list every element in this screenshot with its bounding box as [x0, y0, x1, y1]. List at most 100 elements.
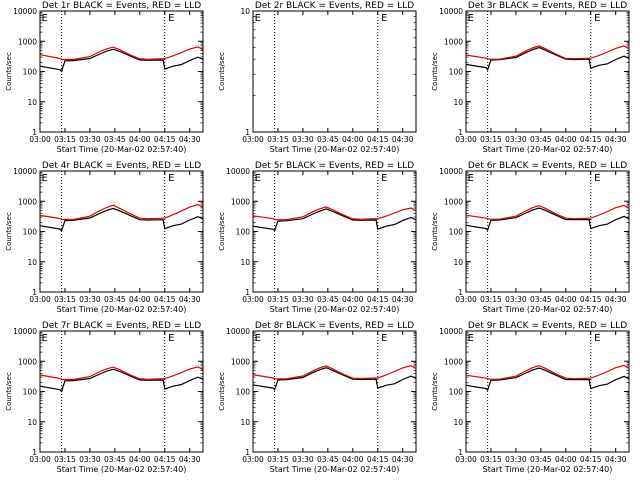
x-tick-label: 03:45 [317, 295, 339, 304]
x-tick-label: 04:00 [555, 455, 577, 464]
series-line-lld [465, 45, 630, 60]
x-tick-label: 04:30 [605, 135, 627, 144]
x-tick-label: 03:45 [530, 135, 552, 144]
x-tick-label: 04:00 [555, 135, 577, 144]
event-marker-label: E [42, 173, 48, 184]
x-tick-label: 03:30 [79, 295, 101, 304]
plot-title: Det 8r BLACK = Events, RED = LLD [255, 321, 414, 331]
y-tick-label: 1 [32, 288, 37, 297]
x-tick-label: 04:15 [154, 135, 176, 144]
x-tick-label: 03:00 [455, 295, 477, 304]
y-tick-label: 10000 [439, 167, 463, 176]
y-axis-label: Counts/sec [5, 52, 13, 91]
plot-frame [465, 10, 630, 133]
x-tick-label: 04:15 [367, 295, 389, 304]
y-tick-label: 1 [245, 128, 250, 137]
y-tick-label: 10000 [226, 167, 250, 176]
y-tick-label: 1 [458, 288, 463, 297]
x-tick-label: 04:30 [179, 455, 201, 464]
x-tick-label: 04:30 [605, 455, 627, 464]
x-tick-label: 03:30 [292, 295, 314, 304]
y-tick-label: 10 [27, 258, 37, 267]
series-line-events [39, 48, 204, 73]
x-tick-label: 03:15 [480, 135, 502, 144]
x-tick-label: 04:15 [154, 455, 176, 464]
series-line-events [465, 46, 630, 71]
y-tick-label: 100 [449, 68, 464, 77]
event-marker-label: E [594, 333, 600, 344]
x-tick-label: 04:15 [580, 455, 602, 464]
y-tick-label: 1000 [444, 357, 463, 366]
y-axis-label: Counts/sec [5, 372, 13, 411]
x-tick-label: 04:00 [129, 455, 151, 464]
x-tick-label: 03:45 [530, 295, 552, 304]
x-tick-label: 03:00 [455, 455, 477, 464]
y-tick-label: 10 [453, 258, 463, 267]
x-tick-label: 04:00 [555, 295, 577, 304]
plot-title: Det 9r BLACK = Events, RED = LLD [468, 321, 627, 331]
x-tick-label: 03:30 [292, 455, 314, 464]
plot-frame [465, 170, 630, 293]
y-tick-label: 1000 [18, 197, 37, 206]
plot-title: Det 4r BLACK = Events, RED = LLD [42, 161, 201, 171]
y-axis-label: Counts/sec [218, 212, 226, 251]
x-axis-label: Start Time (20-Mar-02 02:57:40) [483, 465, 613, 474]
plot-frame [39, 330, 204, 453]
x-tick-label: 03:15 [480, 295, 502, 304]
y-tick-label: 10000 [439, 7, 463, 16]
x-tick-label: 03:45 [104, 295, 126, 304]
y-tick-label: 10 [27, 98, 37, 107]
plot-frame [252, 10, 417, 133]
x-tick-label: 03:00 [29, 295, 51, 304]
y-tick-label: 10 [240, 258, 250, 267]
x-tick-label: 03:15 [267, 295, 289, 304]
plot-frame [465, 330, 630, 453]
x-tick-label: 04:15 [367, 135, 389, 144]
x-tick-label: 04:00 [342, 135, 364, 144]
x-tick-label: 04:30 [392, 135, 414, 144]
plot-title: Det 2r BLACK = Events, RED = LLD [255, 1, 414, 11]
x-axis-label: Start Time (20-Mar-02 02:57:40) [57, 145, 187, 154]
plot-title: Det 5r BLACK = Events, RED = LLD [255, 161, 414, 171]
x-tick-label: 03:45 [317, 135, 339, 144]
y-axis-label: Counts/sec [431, 212, 439, 251]
event-marker-label: E [468, 173, 474, 184]
y-tick-label: 10000 [439, 327, 463, 336]
event-marker-label: E [468, 13, 474, 24]
x-tick-label: 03:00 [242, 455, 264, 464]
x-tick-label: 04:15 [580, 295, 602, 304]
y-axis-label: Counts/sec [218, 372, 226, 411]
y-tick-label: 1 [458, 448, 463, 457]
series-line-events [39, 207, 204, 233]
x-tick-label: 03:00 [242, 295, 264, 304]
y-axis-label: Counts/sec [431, 52, 439, 91]
y-tick-label: 100 [236, 388, 251, 397]
x-tick-label: 03:30 [292, 135, 314, 144]
y-tick-label: 1000 [231, 357, 250, 366]
y-tick-label: 10000 [13, 327, 37, 336]
x-tick-label: 03:45 [530, 455, 552, 464]
y-tick-label: 10000 [13, 7, 37, 16]
event-marker-label: E [168, 13, 174, 24]
series-line-lld [39, 366, 204, 381]
x-axis-label: Start Time (20-Mar-02 02:57:40) [270, 305, 400, 314]
series-line-lld [465, 364, 630, 380]
x-tick-label: 03:00 [29, 455, 51, 464]
y-tick-label: 1000 [444, 197, 463, 206]
event-marker-label: E [594, 173, 600, 184]
x-tick-label: 04:15 [367, 455, 389, 464]
x-tick-label: 04:00 [129, 295, 151, 304]
y-tick-label: 100 [23, 68, 38, 77]
x-axis-label: Start Time (20-Mar-02 02:57:40) [483, 145, 613, 154]
y-axis-label: Counts/sec [5, 212, 13, 251]
y-tick-label: 1000 [18, 37, 37, 46]
plot-title: Det 7r BLACK = Events, RED = LLD [42, 321, 201, 331]
